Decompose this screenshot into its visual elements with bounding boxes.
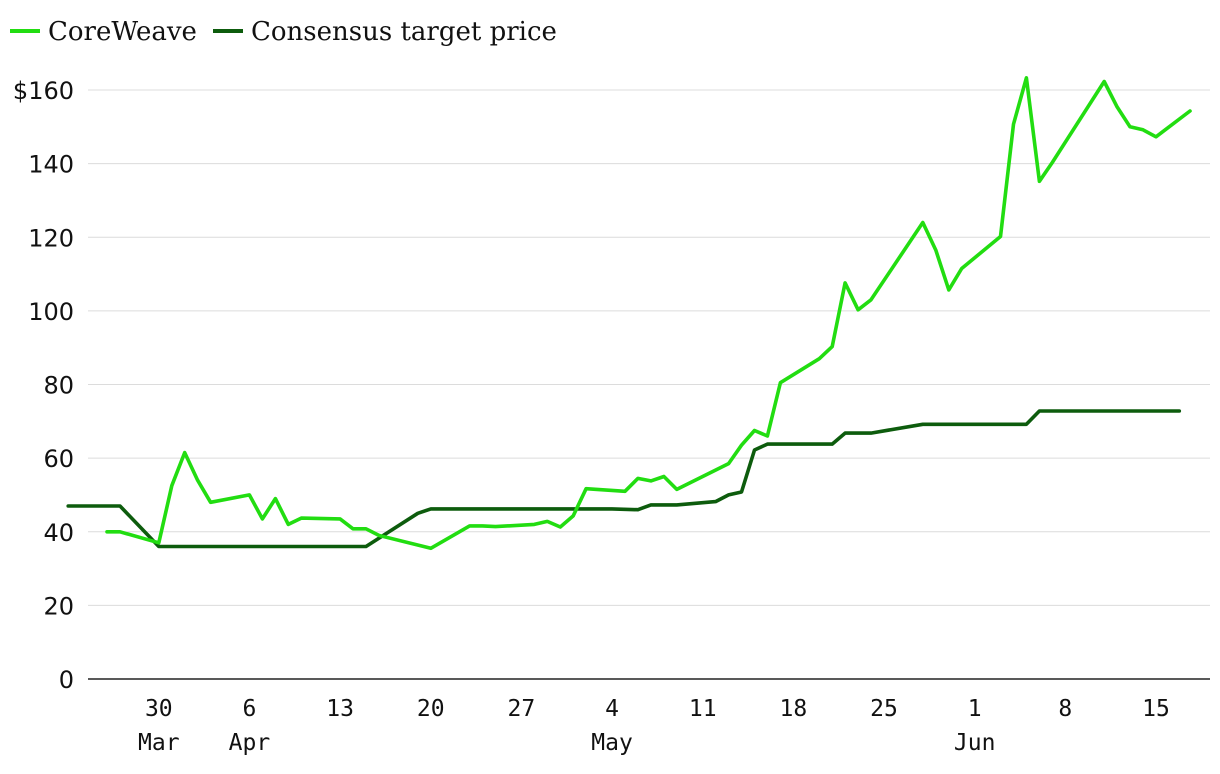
x-tick-month-label: Mar (138, 730, 180, 756)
y-tick-label: $160 (13, 77, 74, 105)
grid-lines (88, 89, 1210, 606)
y-axis-ticks: 0 20 40 60 80 100 120 140 $160 (13, 77, 74, 694)
y-tick-label: 140 (28, 151, 74, 179)
x-tick-month-label: May (591, 730, 633, 756)
legend-label: Consensus target price (251, 17, 557, 47)
x-tick-day-label: 20 (417, 696, 445, 722)
x-axis-ticks: 30 Mar 6 Apr 13 20 27 4 May 11 18 25 1 Jun 8 15 (138, 696, 1170, 756)
x-tick-day-label: 13 (326, 696, 354, 722)
x-tick-day-label: 27 (508, 696, 536, 722)
x-tick-day-label: 11 (689, 696, 717, 722)
series-line-consensus-target-price (66, 409, 1182, 549)
y-tick-label: 20 (43, 592, 74, 620)
legend-item-coreweave: CoreWeave (10, 17, 197, 47)
legend-label: CoreWeave (48, 17, 197, 47)
x-tick-day-label: 18 (779, 696, 807, 722)
series-layer (66, 76, 1192, 551)
y-tick-label: 120 (28, 224, 74, 252)
y-tick-label: 100 (28, 298, 74, 326)
x-tick-day-label: 15 (1142, 696, 1170, 722)
x-tick-day-label: 6 (243, 696, 257, 722)
y-tick-label: 80 (43, 372, 74, 400)
x-tick-day-label: 1 (968, 696, 982, 722)
x-tick-month-label: Apr (229, 730, 271, 756)
y-tick-label: 40 (43, 519, 74, 547)
series-line-coreweave (105, 76, 1192, 551)
y-tick-label: 0 (59, 666, 74, 694)
legend: CoreWeave Consensus target price (10, 17, 557, 47)
x-tick-day-label: 8 (1058, 696, 1072, 722)
legend-item-consensus-target-price: Consensus target price (213, 17, 557, 47)
y-tick-label: 60 (43, 445, 74, 473)
x-tick-day-label: 25 (870, 696, 898, 722)
x-tick-month-label: Jun (954, 730, 996, 756)
x-tick-day-label: 30 (145, 696, 173, 722)
x-tick-day-label: 4 (605, 696, 619, 722)
